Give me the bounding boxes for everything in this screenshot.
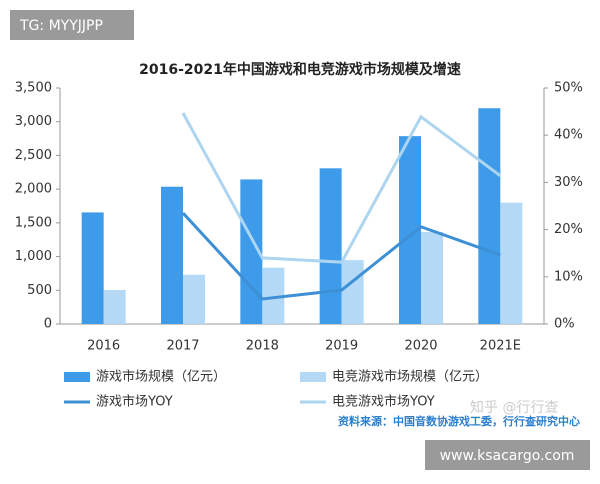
y-tick-label: 500: [27, 283, 52, 298]
legend-label: 电竞游戏市场YOY: [332, 394, 435, 410]
bar: [421, 231, 443, 324]
y2-tick-label: 50%: [554, 81, 583, 96]
y-tick-label: 0: [44, 317, 52, 332]
bar: [161, 186, 183, 324]
y2-tick-label: 0%: [554, 317, 575, 332]
source: 资料来源：中国音数协游戏工委，行行查研究中心: [338, 414, 580, 428]
x-tick-label: 2017: [166, 339, 199, 354]
bar: [399, 136, 421, 324]
x-tick-label: 2020: [404, 339, 437, 354]
legend-label: 游戏市场YOY: [96, 394, 173, 410]
y2-tick-label: 10%: [554, 269, 583, 284]
legend-label: 游戏市场规模（亿元）: [96, 369, 226, 385]
y-tick-label: 2,000: [15, 182, 52, 197]
y-tick-label: 1,500: [15, 215, 52, 230]
badge: [10, 10, 134, 40]
x-tick-label: 2018: [246, 339, 279, 354]
bar: [319, 168, 342, 324]
x-tick-label: 2021E: [480, 339, 521, 354]
bar: [183, 274, 205, 324]
y2-tick-label: 30%: [554, 175, 583, 190]
bar: [262, 267, 285, 324]
x-tick-label: 2019: [325, 339, 358, 354]
x-tick-label: 2016: [87, 339, 120, 354]
y2-tick-label: 20%: [554, 222, 583, 237]
badge: [425, 440, 590, 470]
y-tick-label: 3,500: [15, 81, 52, 96]
bar: [478, 108, 501, 324]
bar: [240, 179, 263, 324]
legend-label: 电竞游戏市场规模（亿元）: [332, 369, 488, 385]
bar: [81, 212, 104, 324]
line: [181, 112, 502, 264]
line: [181, 212, 501, 301]
y-tick-label: 2,500: [15, 148, 52, 163]
legend-swatch: [64, 372, 90, 382]
watermark: 知乎 @行行查: [470, 399, 558, 416]
y-tick-label: 3,000: [15, 114, 52, 129]
chart-title: 2016-2021年中国游戏和电竞游戏市场规模及增速: [139, 61, 461, 78]
watermark: TG: MYYJJPP: [19, 18, 103, 34]
bar: [500, 202, 523, 324]
y2-tick-label: 40%: [554, 128, 583, 143]
y-tick-label: 1,000: [15, 249, 52, 264]
legend-swatch: [300, 372, 326, 382]
bar: [103, 290, 126, 324]
watermark: www.ksacargo.com: [440, 448, 575, 464]
bar: [341, 260, 364, 324]
